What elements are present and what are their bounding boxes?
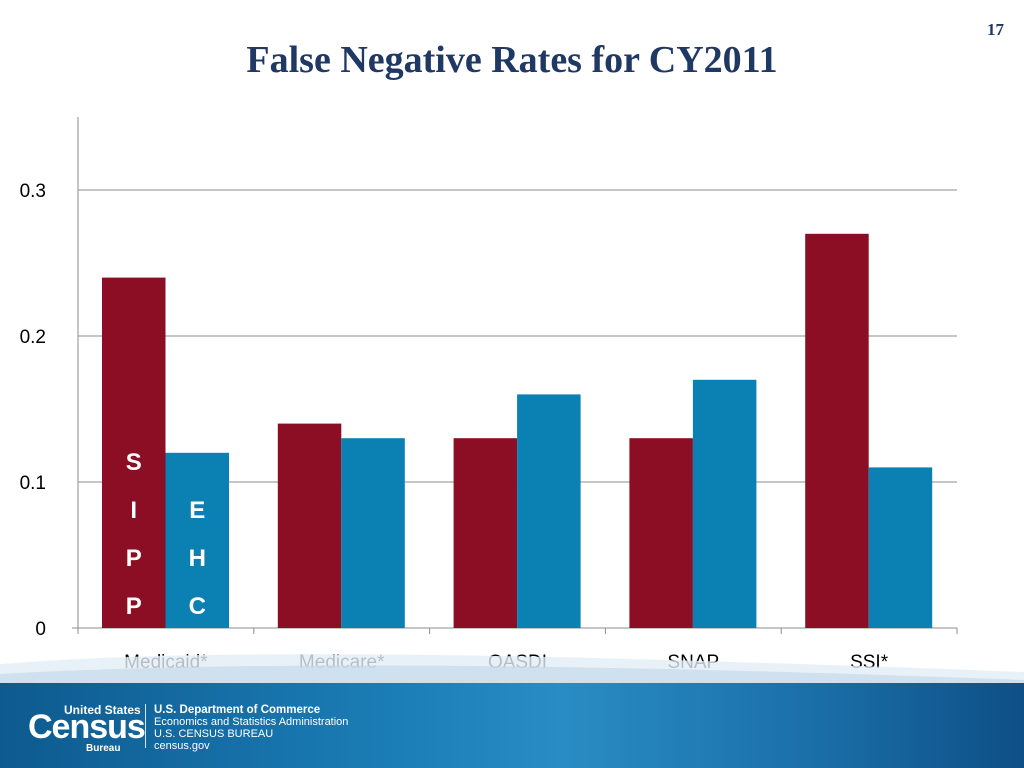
- bar-letter: C: [189, 593, 206, 620]
- logo-census: Census: [28, 708, 146, 746]
- bar-letter: S: [126, 449, 142, 476]
- logo-united-states: United States: [64, 703, 141, 717]
- chart-title: False Negative Rates for CY2011: [246, 39, 778, 81]
- bar: [805, 233, 869, 629]
- y-tick-label: 0.2: [20, 327, 46, 348]
- agency-line-3: U.S. CENSUS BUREAU: [154, 728, 274, 740]
- bar-letter: P: [126, 593, 142, 620]
- footer-band: [0, 683, 1024, 768]
- footer-divider: [145, 704, 146, 748]
- bar-letter: I: [130, 497, 137, 524]
- bar: [868, 467, 933, 628]
- bar-letter: P: [126, 545, 142, 572]
- bar: [453, 438, 518, 628]
- bar-letter: H: [189, 545, 206, 572]
- agency-line-2: Economics and Statistics Administration: [154, 716, 349, 728]
- bar: [629, 438, 693, 628]
- y-tick-label: 0: [35, 619, 46, 640]
- y-tick-label: 0.3: [20, 181, 46, 202]
- y-tick-label: 0.1: [20, 473, 46, 494]
- bar: [102, 277, 166, 628]
- agency-line-1: U.S. Department of Commerce: [154, 704, 321, 716]
- bar: [341, 438, 405, 628]
- footer-wave-decoration: [0, 654, 1024, 686]
- agency-text: U.S. Department of Commerce Economics an…: [154, 704, 348, 752]
- logo-bureau: Bureau: [86, 743, 121, 754]
- agency-line-4: census.gov: [154, 740, 210, 752]
- bar: [277, 423, 342, 628]
- slide-number: 17: [987, 20, 1004, 39]
- bar-letter: E: [189, 497, 205, 524]
- bar: [165, 452, 229, 628]
- bar: [692, 379, 757, 628]
- bar: [517, 394, 581, 628]
